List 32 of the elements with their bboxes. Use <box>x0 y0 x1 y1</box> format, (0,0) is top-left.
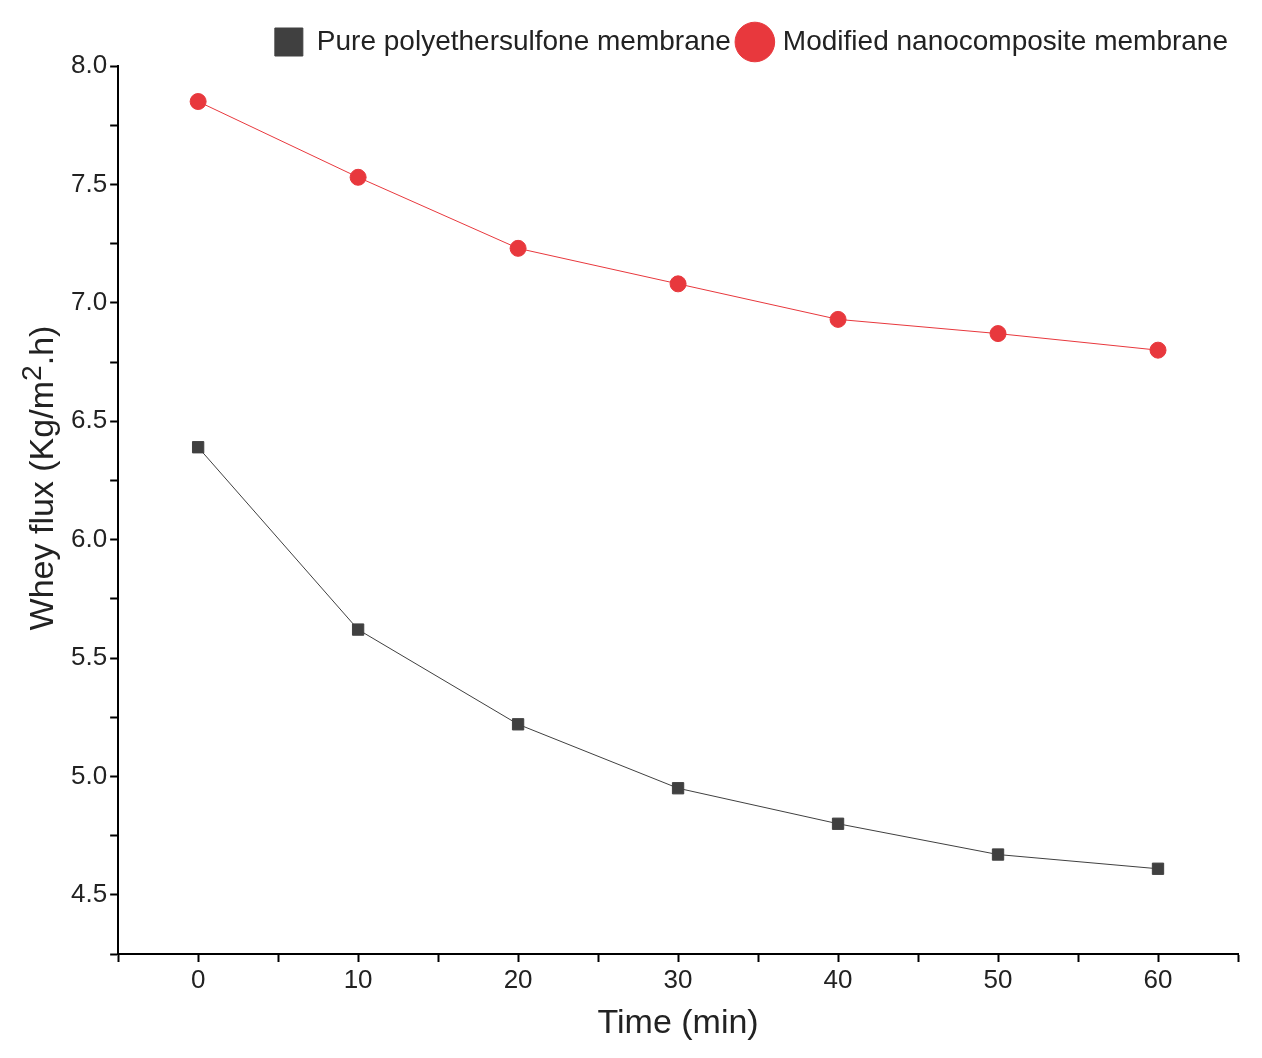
y-tick-label: 7.5 <box>70 167 108 198</box>
x-axis-title: Time (min) <box>597 1001 759 1040</box>
y-tick-label: 6.0 <box>70 522 108 553</box>
point <box>1149 341 1167 359</box>
legend-label: Pure polyethersulfone membrane <box>316 24 731 56</box>
point <box>671 782 685 795</box>
point <box>1151 862 1165 875</box>
point <box>511 718 525 731</box>
y-tick-label: 8.0 <box>70 49 108 80</box>
y-tick-label: 6.5 <box>70 404 108 435</box>
x-tick-label: 10 <box>343 963 373 994</box>
point <box>509 239 527 257</box>
point <box>351 623 365 636</box>
y-tick-label: 5.5 <box>70 641 108 672</box>
x-tick-label: 50 <box>983 963 1013 994</box>
legend-label: Modified nanocomposite membrane <box>782 24 1229 56</box>
x-tick-label: 20 <box>503 963 533 994</box>
point <box>349 168 367 186</box>
point <box>991 848 1005 861</box>
point <box>829 310 847 328</box>
y-tick-label: 7.0 <box>70 285 108 316</box>
point <box>189 93 207 111</box>
point <box>669 275 687 293</box>
y-tick-label: 4.5 <box>70 877 108 908</box>
point <box>831 817 845 830</box>
point <box>989 325 1007 343</box>
point <box>191 441 205 454</box>
x-tick-label: 60 <box>1143 963 1173 994</box>
y-tick-label: 5.0 <box>70 759 108 790</box>
x-tick-label: 30 <box>663 963 693 994</box>
x-tick-label: 0 <box>190 963 206 994</box>
x-tick-label: 40 <box>823 963 853 994</box>
